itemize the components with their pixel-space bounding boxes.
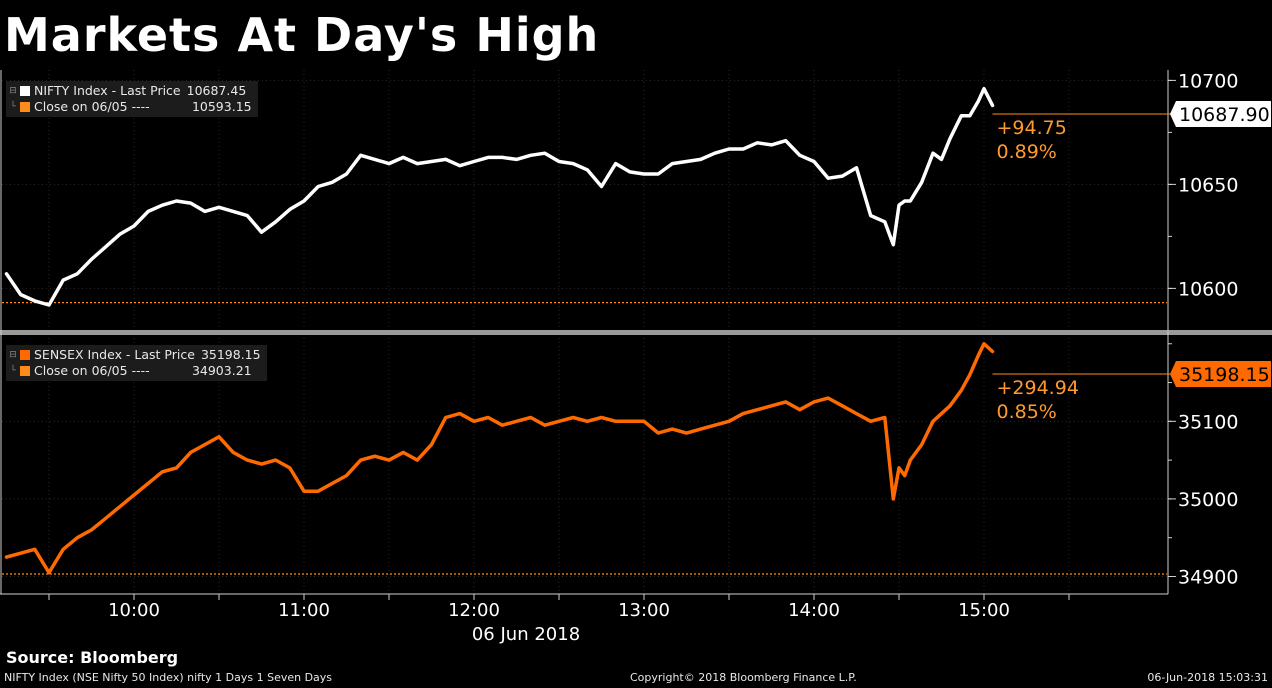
- x-tick-label: 13:00: [618, 600, 670, 621]
- sensex-swatch: [20, 350, 30, 360]
- tree-icon: └: [10, 366, 16, 376]
- sensex-y-tick-label: 35000: [1178, 489, 1238, 511]
- x-tick-label: 10:00: [108, 600, 160, 621]
- sensex-legend: ⊟ SENSEX Index - Last Price 35198.15 └ C…: [6, 345, 267, 381]
- sensex-grid: [2, 420, 1167, 577]
- nifty-close-value: 10593.15: [191, 99, 252, 114]
- nifty-y-tick-label: 10650: [1178, 174, 1238, 196]
- sensex-change-pct: 0.85%: [997, 401, 1057, 423]
- nifty-swatch: [20, 86, 30, 96]
- sensex-series-line: [4, 342, 995, 575]
- nifty-series-group: [4, 86, 995, 307]
- tree-icon: └: [10, 102, 16, 112]
- close-swatch: [20, 366, 30, 376]
- axes: 10600 10650 10700 34900 35000 35100: [0, 70, 1272, 600]
- source-label: Source: Bloomberg: [6, 648, 179, 667]
- panel-divider: [0, 330, 1272, 335]
- nifty-legend: ⊟ NIFTY Index - Last Price 10687.45 └ Cl…: [6, 81, 258, 117]
- x-tick-label: 12:00: [448, 600, 500, 621]
- nifty-price-tag-label: 10687.90: [1179, 104, 1270, 126]
- sensex-legend-row-close: └ Close on 06/05 ---- 34903.21: [8, 363, 261, 379]
- x-date-label: 06 Jun 2018: [472, 624, 580, 645]
- sensex-change-abs: +294.94: [997, 377, 1079, 399]
- sensex-series-group: [4, 342, 995, 575]
- tree-icon: ⊟: [9, 86, 17, 96]
- nifty-y-tick-label: 10700: [1178, 70, 1238, 92]
- sensex-close-value: 34903.21: [191, 363, 252, 378]
- footer-left: NIFTY Index (NSE Nifty 50 Index) nifty 1…: [4, 671, 333, 684]
- price-tags: +94.750.89% 10687.90 +294.940.85% 35198.15: [992, 101, 1271, 423]
- page-title: Markets At Day's High: [4, 8, 600, 62]
- sensex-y-tick-label: 34900: [1178, 566, 1238, 588]
- close-swatch: [20, 102, 30, 112]
- nifty-legend-value: 10687.45: [186, 83, 247, 98]
- x-tick-label: 15:00: [958, 600, 1010, 621]
- sensex-price-tag-label: 35198.15: [1179, 364, 1270, 386]
- sensex-legend-value: 35198.15: [200, 347, 261, 362]
- x-axis-labels: 10:00 11:00 12:00 13:00 14:00 15:00 06 Jun 201…: [108, 600, 1010, 645]
- footer-copyright: Copyright© 2018 Bloomberg Finance L.P.: [630, 671, 857, 684]
- nifty-legend-label: NIFTY Index - Last Price: [34, 83, 181, 98]
- sensex-legend-row-last: ⊟ SENSEX Index - Last Price 35198.15: [8, 347, 261, 363]
- x-tick-label: 14:00: [788, 600, 840, 621]
- nifty-close-label: Close on 06/05 ----: [34, 99, 150, 114]
- sensex-y-tick-label: 35100: [1178, 411, 1238, 433]
- sensex-legend-label: SENSEX Index - Last Price: [34, 347, 195, 362]
- nifty-series-line: [4, 86, 995, 307]
- footer-timestamp: 06-Jun-2018 15:03:31: [1147, 671, 1268, 684]
- x-tick-label: 11:00: [278, 600, 330, 621]
- nifty-change-pct: 0.89%: [997, 141, 1057, 163]
- x-grid: [48, 70, 1070, 594]
- nifty-legend-row-close: └ Close on 06/05 ---- 10593.15: [8, 99, 252, 115]
- sensex-price-tag: [1170, 361, 1271, 387]
- nifty-y-tick-label: 10600: [1178, 278, 1238, 300]
- nifty-change-abs: +94.75: [997, 117, 1067, 139]
- nifty-price-tag: [1170, 101, 1271, 127]
- sensex-close-label: Close on 06/05 ----: [34, 363, 150, 378]
- tree-icon: ⊟: [9, 350, 17, 360]
- nifty-legend-row-last: ⊟ NIFTY Index - Last Price 10687.45: [8, 83, 252, 99]
